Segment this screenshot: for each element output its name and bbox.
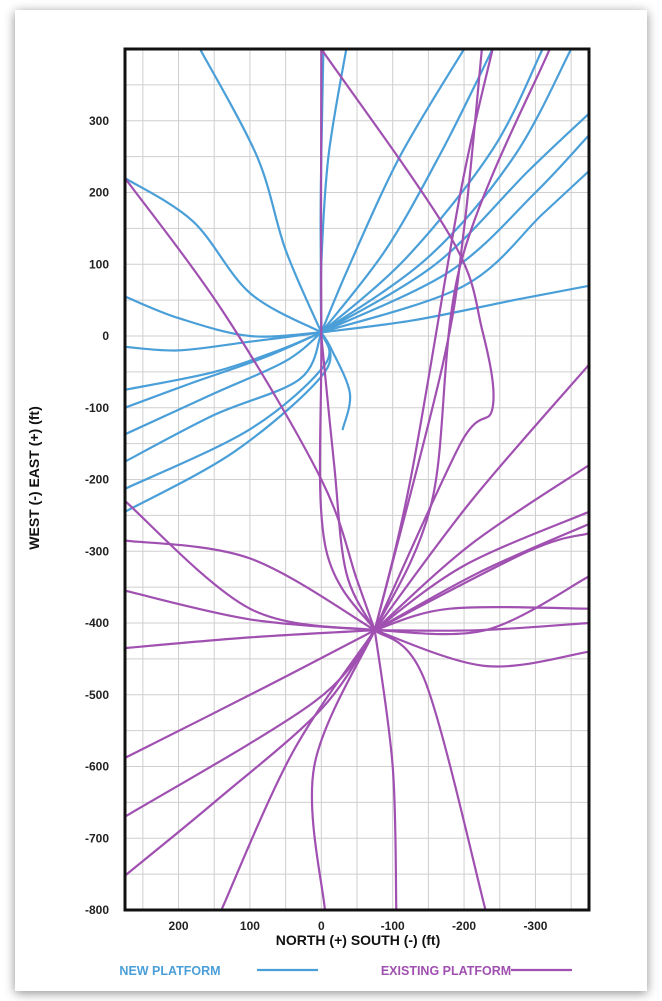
x-tick-labels: 200 100 0 -100 -200 -300 (169, 919, 548, 933)
y-tick-label: -600 (85, 760, 109, 774)
y-tick-label: 0 (102, 329, 109, 343)
existing-platform-trajectory (373, 532, 589, 632)
new-platform-trajectory (125, 331, 323, 436)
y-tick-label: -500 (85, 688, 109, 702)
x-axis-label: NORTH (+) SOUTH (-) (ft) (276, 932, 440, 948)
new-platform-trajectory (320, 169, 589, 334)
y-tick-label: -100 (85, 401, 109, 415)
existing-platform-trajectory (318, 49, 376, 632)
new-platform-trajectory (319, 49, 348, 334)
existing-platform-trajectory (320, 49, 495, 632)
new-platform-trajectory (320, 134, 589, 334)
existing-platform-trajectory (125, 539, 376, 632)
existing-platform-trajectory (373, 49, 483, 632)
y-tick-label: -800 (85, 903, 109, 917)
new-platform-trajectory (125, 331, 323, 391)
existing-platform-trajectory (310, 629, 376, 910)
new-platform-trajectory (125, 177, 323, 334)
grid (125, 49, 589, 910)
trajectory-lines (125, 49, 589, 910)
new-platform-trajectory (125, 331, 332, 513)
existing-platform-trajectory (373, 464, 589, 632)
new-platform-trajectory (125, 331, 323, 409)
existing-platform-trajectory (373, 575, 589, 636)
x-tick-label: 100 (240, 919, 260, 933)
legend-new-platform-label: NEW PLATFORM (119, 964, 220, 978)
new-platform-trajectory (320, 49, 466, 334)
new-platform-trajectory (198, 49, 323, 334)
legend: NEW PLATFORM EXISTING PLATFORM (119, 964, 572, 978)
new-platform-trajectory (125, 331, 323, 352)
new-platform-trajectory (320, 49, 573, 334)
new-platform-trajectory (320, 49, 494, 334)
new-platform-trajectory (125, 295, 323, 338)
y-tick-label: -400 (85, 616, 109, 630)
existing-platform-trajectory (125, 629, 376, 759)
new-platform-trajectory (320, 112, 589, 334)
y-tick-label: 300 (89, 114, 109, 128)
new-platform-trajectory (125, 331, 323, 463)
existing-platform-trajectory (125, 177, 376, 632)
existing-platform-trajectory (373, 49, 551, 632)
existing-platform-trajectory (373, 629, 398, 910)
legend-existing-platform-label: EXISTING PLATFORM (381, 964, 511, 978)
existing-platform-trajectory (373, 510, 589, 632)
existing-platform-trajectory (125, 629, 376, 877)
y-tick-label: -200 (85, 473, 109, 487)
existing-platform-trajectory (220, 629, 376, 910)
existing-platform-trajectory (373, 629, 487, 910)
new-platform-trajectory (320, 284, 589, 334)
y-tick-label: -700 (85, 831, 109, 845)
y-tick-label: -300 (85, 544, 109, 558)
existing-platform-trajectory (373, 49, 494, 632)
new-platform-trajectory (125, 331, 331, 490)
y-axis-label: WEST (-) EAST (+) (ft) (26, 406, 42, 549)
x-tick-label: -300 (523, 919, 547, 933)
existing-platform-trajectory (320, 334, 376, 632)
y-tick-label: 200 (89, 186, 109, 200)
x-tick-label: 200 (169, 919, 189, 933)
y-tick-label: 100 (89, 257, 109, 271)
new-platform-trajectory (320, 49, 544, 334)
plot-frame (123, 47, 591, 912)
existing-platform-trajectory (373, 363, 589, 632)
y-tick-labels: 300 200 100 0 -100 -200 -300 -400 -500 -600 -700 -8… (85, 114, 109, 917)
existing-platform-trajectory (125, 589, 376, 632)
x-tick-label: -200 (452, 919, 476, 933)
existing-platform-trajectory (125, 629, 376, 650)
x-tick-label: -100 (381, 919, 405, 933)
x-tick-label: 0 (318, 919, 325, 933)
existing-platform-trajectory (373, 606, 589, 632)
existing-platform-trajectory (373, 621, 589, 632)
existing-platform-trajectory (373, 629, 589, 668)
